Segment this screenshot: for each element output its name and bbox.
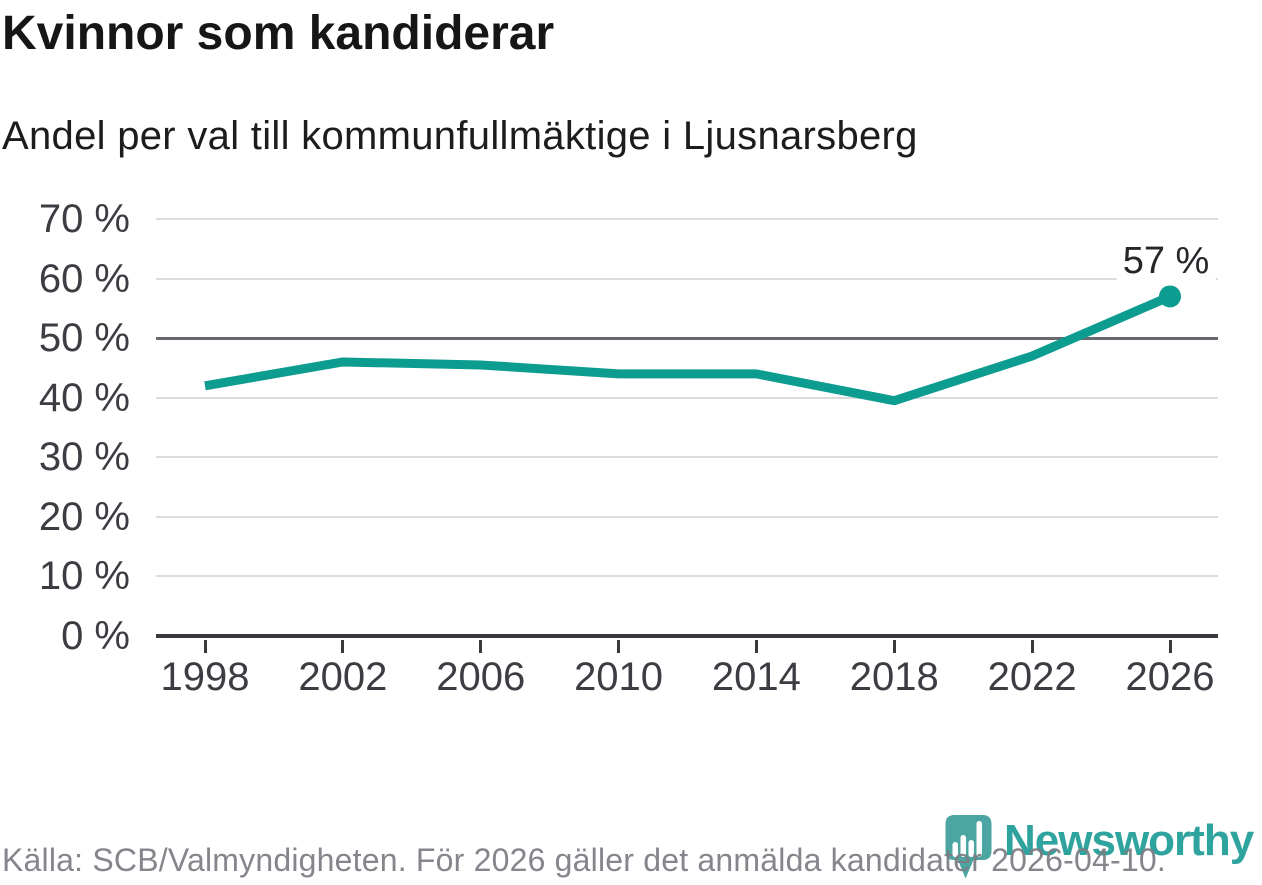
logo-bar-icon	[976, 821, 982, 857]
x-axis-tick-label: 2014	[711, 655, 801, 699]
y-axis-tick-label: 40 %	[38, 375, 130, 420]
source-note: Källa: SCB/Valmyndigheten. För 2026 gäll…	[2, 842, 1166, 878]
x-axis-tick	[892, 640, 896, 653]
end-point-value-label: 57 %	[1116, 239, 1216, 284]
chart-subtitle: Andel per val till kommunfullmäktige i L…	[2, 114, 918, 158]
gridline	[156, 575, 1218, 578]
x-axis-tick-label: 2002	[298, 655, 388, 699]
x-axis-tick-label: 2010	[574, 655, 664, 699]
x-axis-tick	[754, 640, 758, 653]
gridline	[156, 456, 1218, 459]
logo-bar-icon	[960, 835, 966, 857]
y-axis-tick-label: 10 %	[38, 554, 130, 599]
x-axis-line	[156, 634, 1218, 638]
newsworthy-logo-icon	[944, 814, 993, 885]
logo-bar-icon	[968, 840, 974, 857]
gridline	[156, 277, 1218, 280]
y-axis-tick-label: 0 %	[61, 614, 130, 658]
x-axis-tick	[203, 640, 207, 653]
newsworthy-wordmark: Newsworthy	[1004, 816, 1254, 865]
gridline	[156, 515, 1218, 518]
x-axis-tick	[1030, 640, 1034, 653]
x-axis-tick-label: 2026	[1125, 655, 1215, 699]
gridline	[156, 218, 1218, 220]
y-axis-tick-label: 70 %	[38, 197, 130, 241]
y-axis-tick-label: 60 %	[38, 256, 130, 301]
x-axis-tick	[1168, 640, 1172, 653]
x-axis-tick-label: 2018	[849, 655, 939, 699]
y-axis-tick-label: 20 %	[38, 494, 130, 539]
x-axis-tick-label: 2006	[436, 655, 526, 699]
x-axis-tick	[341, 640, 345, 653]
y-axis-tick-label: 50 %	[38, 316, 130, 361]
x-axis-tick-label: 2022	[987, 655, 1077, 699]
x-axis-tick	[479, 640, 483, 653]
gridline-emphasized	[156, 336, 1218, 340]
x-axis-tick	[617, 640, 621, 653]
logo-bar-icon	[952, 842, 958, 857]
y-axis-tick-label: 30 %	[38, 435, 130, 480]
x-axis-tick-label: 1998	[160, 655, 250, 699]
chart-title: Kvinnor som kandiderar	[2, 7, 555, 60]
gridline	[156, 396, 1218, 399]
